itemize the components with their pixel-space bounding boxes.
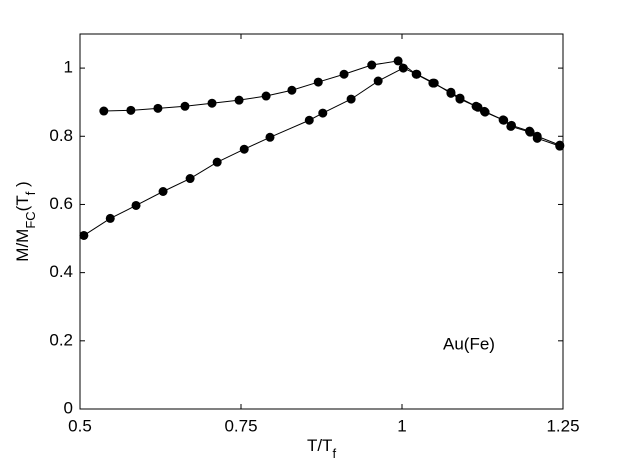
series-line <box>83 67 560 236</box>
data-point <box>287 85 297 95</box>
annotation: Au(Fe) <box>443 334 495 353</box>
x-tick-label: 0.75 <box>224 416 257 435</box>
y-axis-label-part: (T <box>13 195 32 211</box>
data-point <box>339 69 349 79</box>
x-tick-label: 1 <box>397 416 406 435</box>
data-point <box>480 107 490 117</box>
data-point <box>525 127 535 137</box>
data-point <box>126 105 136 115</box>
data-point <box>304 115 314 125</box>
data-point <box>99 106 109 116</box>
data-point <box>261 91 271 101</box>
data-point <box>185 174 195 184</box>
data-point <box>373 76 383 86</box>
data-point <box>555 141 565 151</box>
x-axis-label-part: f <box>332 446 336 461</box>
data-point <box>239 144 249 154</box>
data-point <box>313 77 323 87</box>
y-axis-label-part: f <box>23 191 38 195</box>
data-point <box>446 88 456 98</box>
data-point <box>506 121 516 131</box>
data-point <box>158 187 168 196</box>
data-point <box>393 56 403 66</box>
data-point <box>265 132 275 142</box>
data-point <box>79 230 89 240</box>
y-axis-label-part: M/M <box>13 229 32 262</box>
data-point <box>153 103 163 113</box>
y-tick-label: 0 <box>64 398 73 417</box>
x-tick-label: 0.5 <box>68 416 92 435</box>
data-point <box>105 213 115 223</box>
y-tick-label: 0.4 <box>49 262 73 281</box>
data-point <box>318 108 328 118</box>
data-point <box>212 157 222 167</box>
data-point <box>532 133 542 143</box>
data-point <box>499 115 509 125</box>
data-point <box>398 63 408 73</box>
x-axis-label-part: T/T <box>307 436 333 455</box>
plot-frame <box>79 33 564 410</box>
y-tick-label: 1 <box>64 58 73 77</box>
data-point <box>455 94 465 104</box>
data-point <box>207 98 217 108</box>
plot-area <box>79 56 565 240</box>
y-tick-label: 0.2 <box>49 330 73 349</box>
data-point <box>367 60 377 70</box>
y-tick-label: 0.8 <box>49 126 73 145</box>
data-point <box>412 69 422 79</box>
data-point <box>473 102 483 112</box>
x-axis-label: T/Tf <box>307 436 337 460</box>
y-axis-label-part: FC <box>23 211 38 228</box>
y-axis-label-part: ) <box>13 181 32 191</box>
data-point <box>234 95 244 105</box>
y-tick-label: 0.6 <box>49 194 73 213</box>
data-point <box>429 78 439 88</box>
x-tick-label: 1.25 <box>546 416 579 435</box>
data-point <box>180 101 190 111</box>
y-axis-label: M/MFC(Tf ) <box>13 181 37 261</box>
series-line <box>103 60 560 146</box>
data-point <box>131 200 141 210</box>
data-point <box>346 94 356 104</box>
